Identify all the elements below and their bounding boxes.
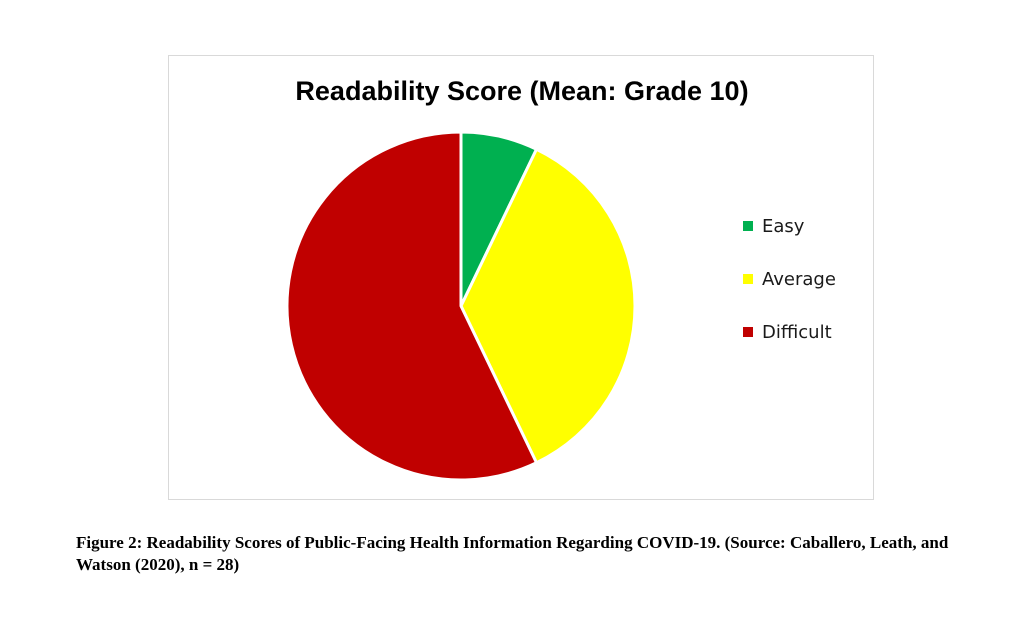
pie-slice-average: [459, 147, 637, 465]
pie-slice-difficult: [285, 130, 538, 482]
legend-item-difficult: Difficult: [743, 320, 832, 344]
legend-item-easy: Easy: [743, 214, 804, 238]
chart-area: Readability Score (Mean: Grade 10) Easy A…: [168, 55, 874, 500]
legend-item-average: Average: [743, 267, 836, 291]
legend-label: Average: [762, 268, 836, 290]
legend-swatch: [743, 274, 753, 284]
legend-swatch: [743, 221, 753, 231]
pie-chart: [285, 130, 637, 482]
legend-label: Easy: [762, 215, 805, 237]
chart-title: Readability Score (Mean: Grade 10): [295, 76, 749, 106]
legend-label: Difficult: [762, 321, 832, 343]
legend-swatch: [743, 327, 753, 337]
figure-caption: Figure 2: Readability Scores of Public-F…: [76, 533, 949, 574]
